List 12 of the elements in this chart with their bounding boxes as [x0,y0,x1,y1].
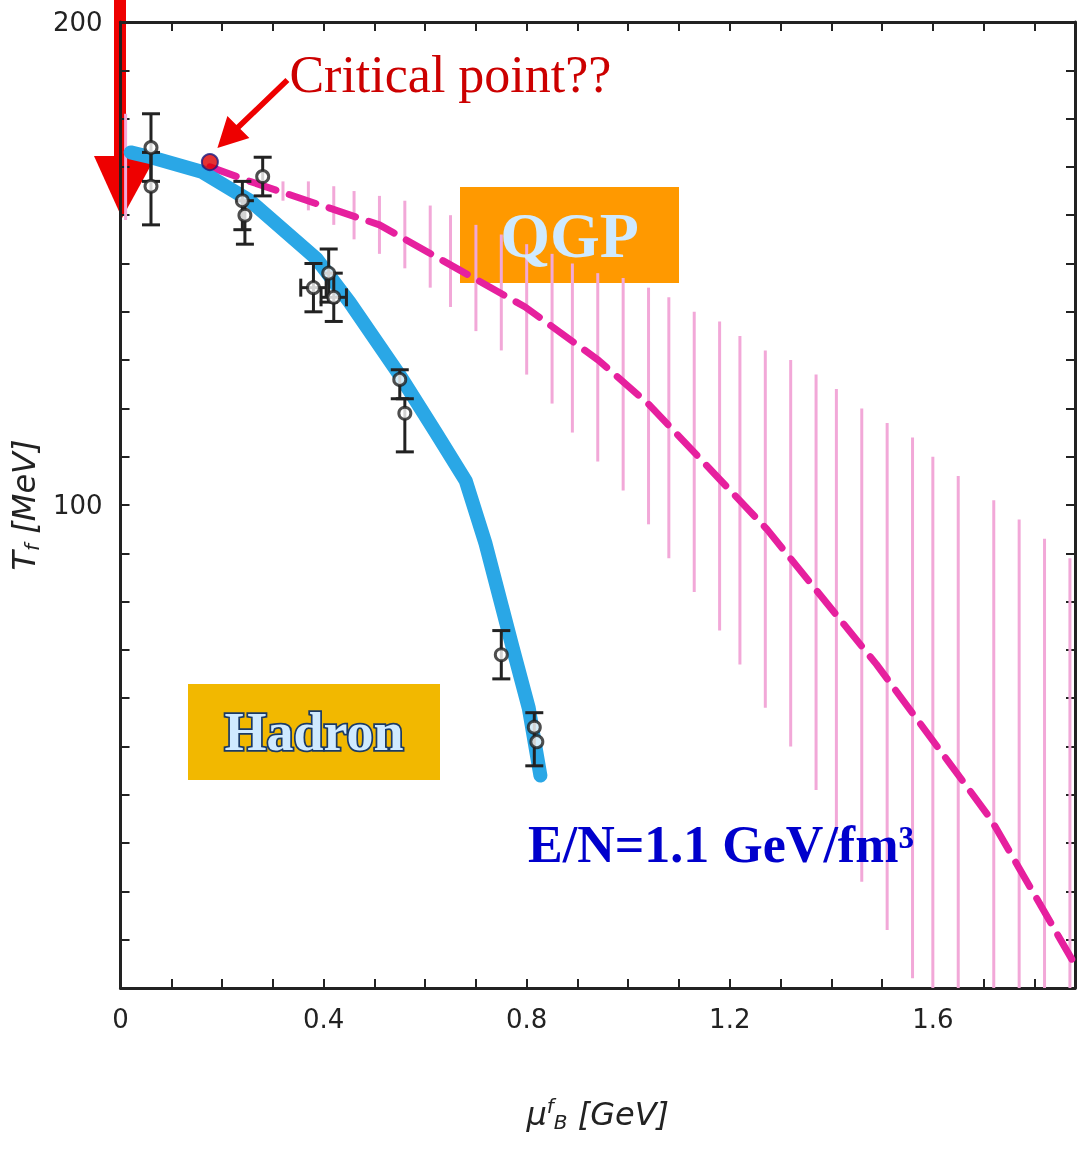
x-tick-label: 0 [112,1004,129,1034]
x-tick-label: 0.4 [302,1004,345,1034]
y-tick-label: 100 [52,490,103,520]
y-tick-label: 200 [52,7,103,37]
x-tick-label: 0.8 [506,1004,548,1034]
annotation: E/N=1.1 GeV/fm³ [528,815,915,873]
x-tick-label: 1.6 [912,1004,954,1034]
annotation: Hadron [224,702,404,762]
annotation: QGP [500,199,639,271]
x-tick-label: 1.2 [709,1004,751,1034]
annotation: Critical point?? [289,45,612,103]
y-axis-title: Tf [MeV] [5,439,44,571]
